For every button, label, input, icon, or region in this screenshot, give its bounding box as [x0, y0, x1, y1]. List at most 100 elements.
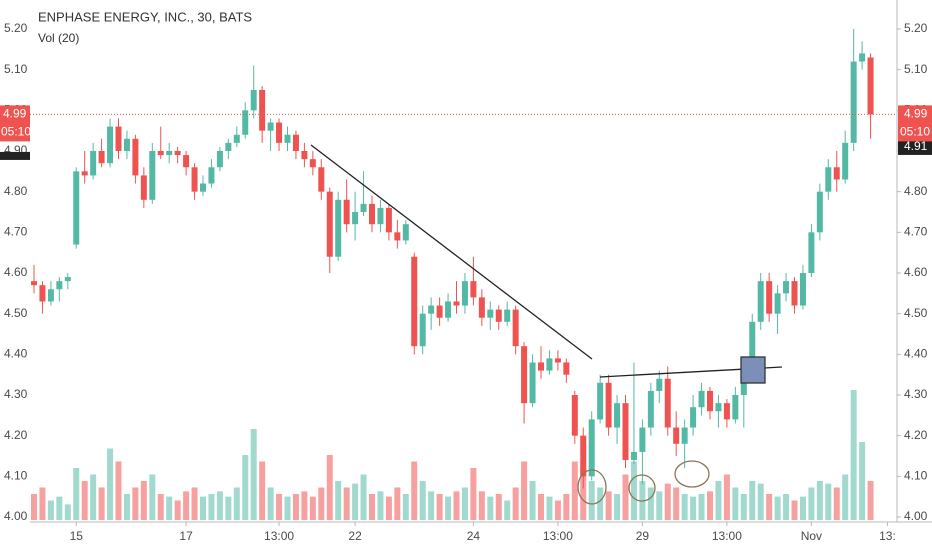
axes: 4.00 4.00 4.10 4.10 4.20 4.20 4.30 4.30 4.40 4.40… [0, 21, 932, 543]
volume-bar [715, 481, 722, 520]
volume-bar [411, 461, 418, 520]
volume-bar [166, 496, 173, 520]
volume-bar [149, 474, 156, 520]
volume-bar [825, 483, 832, 520]
candle-body [859, 53, 866, 62]
volume-bar [292, 494, 299, 520]
volume-bar [707, 491, 713, 520]
volume-bar [563, 494, 570, 520]
candle-body [31, 281, 37, 286]
countdown-text-left: 05:10 [1, 125, 31, 139]
volume-bar [774, 496, 781, 520]
volume-bar [630, 461, 637, 520]
candle-body [850, 61, 857, 143]
candle-body [56, 281, 63, 290]
volume-bar [740, 494, 747, 520]
volume-bar [487, 496, 494, 520]
candle-body [571, 395, 578, 436]
circle-annotation [628, 474, 656, 502]
candle-body [749, 321, 756, 379]
volume-bar [64, 504, 71, 520]
candle-body [461, 281, 468, 306]
volume-bar [115, 461, 122, 520]
candle-body [98, 151, 105, 164]
candle-body [183, 155, 190, 168]
volume-bar [495, 494, 502, 520]
volume-bar [81, 481, 88, 520]
y-tick-label-left: 5.10 [4, 62, 28, 76]
x-tick-label: 22 [348, 529, 362, 543]
volume-bar [622, 474, 629, 520]
volume-bar [200, 496, 206, 520]
volume-bar [377, 491, 384, 520]
volume-bar [749, 481, 756, 520]
volume-bar [284, 496, 291, 520]
x-tick-label: 17 [179, 529, 193, 543]
volume-bar [419, 481, 426, 520]
candle-body [267, 122, 274, 131]
volume-bar [394, 487, 401, 520]
candle-body [783, 281, 790, 294]
candle-body [132, 138, 139, 176]
volume-bar [174, 500, 181, 520]
candle-body [825, 167, 832, 192]
x-tick-label: 13: [879, 529, 896, 543]
candle-body [377, 207, 384, 225]
volume-bar [538, 494, 544, 520]
last-price-text: 4.99 [904, 107, 928, 121]
volume-bar [808, 487, 815, 520]
candle-body [563, 362, 570, 375]
drawings [310, 144, 783, 505]
volume-bar [233, 487, 240, 520]
candle-body [664, 378, 671, 428]
candle-body [707, 390, 713, 412]
y-tick-label-left: 4.00 [4, 509, 28, 523]
candle-body [216, 151, 223, 168]
candle-body [521, 346, 528, 404]
candle-body [123, 138, 130, 151]
candle-body [352, 212, 359, 225]
x-tick-label: Nov [801, 529, 822, 543]
volume-bar [335, 481, 342, 520]
volume-bar [385, 496, 392, 520]
volume-bar [191, 487, 198, 520]
circle-annotation [674, 460, 710, 488]
volume-bar [250, 429, 257, 520]
candle-body [647, 390, 654, 428]
x-tick-label: 13:00 [264, 529, 294, 543]
volume-layer [31, 390, 874, 520]
volume-bar [597, 487, 604, 520]
candle-body [740, 378, 747, 395]
y-tick-label: 4.00 [904, 509, 928, 523]
volume-bar [107, 448, 114, 520]
candle-body [605, 382, 612, 428]
volume-bar [732, 487, 739, 520]
candle-body [276, 122, 283, 143]
volume-bar [369, 494, 375, 520]
candle-body [428, 305, 435, 314]
y-tick-label-left: 4.10 [4, 469, 28, 483]
volume-bar [98, 487, 105, 520]
volume-bar [436, 494, 443, 520]
volume-bar [445, 496, 452, 520]
volume-label: Vol (20) [38, 31, 79, 45]
candle-body [690, 407, 697, 428]
candle-body [360, 203, 367, 212]
candle-body [39, 285, 46, 302]
candle-body [495, 309, 502, 322]
y-tick-label-left: 4.80 [4, 184, 28, 198]
x-tick-label: 24 [467, 529, 481, 543]
x-tick-label: 13:00 [712, 529, 742, 543]
volume-bar [664, 483, 671, 520]
volume-bar [326, 455, 333, 520]
candle-body [766, 281, 773, 314]
candle-body [233, 134, 240, 143]
volume-bar [73, 468, 80, 520]
volume-bar [453, 491, 460, 520]
y-tick-label: 4.70 [904, 225, 928, 239]
volume-bar [478, 491, 485, 520]
volume-bar [850, 390, 857, 520]
volume-bar [140, 481, 147, 520]
volume-bar [833, 487, 840, 520]
candle-body [673, 427, 680, 444]
